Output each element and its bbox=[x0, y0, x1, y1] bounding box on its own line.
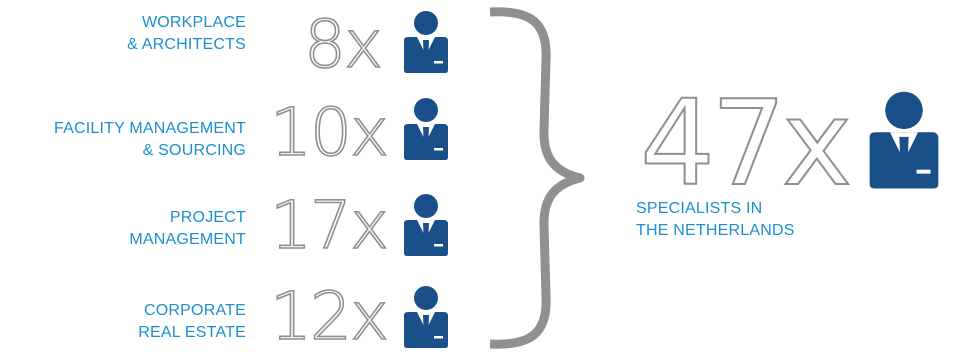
total-count: 47x bbox=[639, 74, 853, 212]
group-count: 8x bbox=[303, 6, 384, 83]
curly-brace-icon bbox=[489, 7, 585, 349]
group-label-line1: FACILITY MANAGEMENT bbox=[54, 120, 246, 137]
total-label: SPECIALISTS IN THE NETHERLANDS bbox=[636, 198, 795, 242]
group-count: 10x bbox=[269, 94, 390, 171]
group-label-workplace-architects: WORKPLACE & ARCHITECTS bbox=[0, 12, 246, 56]
group-label-line2: & ARCHITECTS bbox=[127, 36, 246, 53]
total-label-line2: THE NETHERLANDS bbox=[636, 222, 795, 239]
total-label-line1: SPECIALISTS IN bbox=[636, 200, 763, 217]
person-icon bbox=[404, 98, 448, 160]
group-label-line2: REAL ESTATE bbox=[138, 324, 246, 341]
group-label-corporate-real-estate: CORPORATE REAL ESTATE bbox=[0, 300, 246, 344]
person-icon-large bbox=[869, 91, 939, 189]
group-count: 17x bbox=[269, 187, 390, 264]
group-label-project-management: PROJECT MANAGEMENT bbox=[0, 207, 246, 251]
person-icon bbox=[404, 194, 448, 256]
group-label-line1: WORKPLACE bbox=[141, 14, 246, 31]
group-label-line2: & SOURCING bbox=[142, 142, 246, 159]
group-label-facility-management: FACILITY MANAGEMENT & SOURCING bbox=[0, 118, 246, 162]
group-label-line1: PROJECT bbox=[169, 209, 246, 226]
person-icon bbox=[404, 286, 448, 348]
group-label-line1: CORPORATE bbox=[144, 302, 246, 319]
person-icon bbox=[404, 11, 448, 73]
group-label-line2: MANAGEMENT bbox=[129, 231, 246, 248]
group-count: 12x bbox=[269, 278, 390, 355]
